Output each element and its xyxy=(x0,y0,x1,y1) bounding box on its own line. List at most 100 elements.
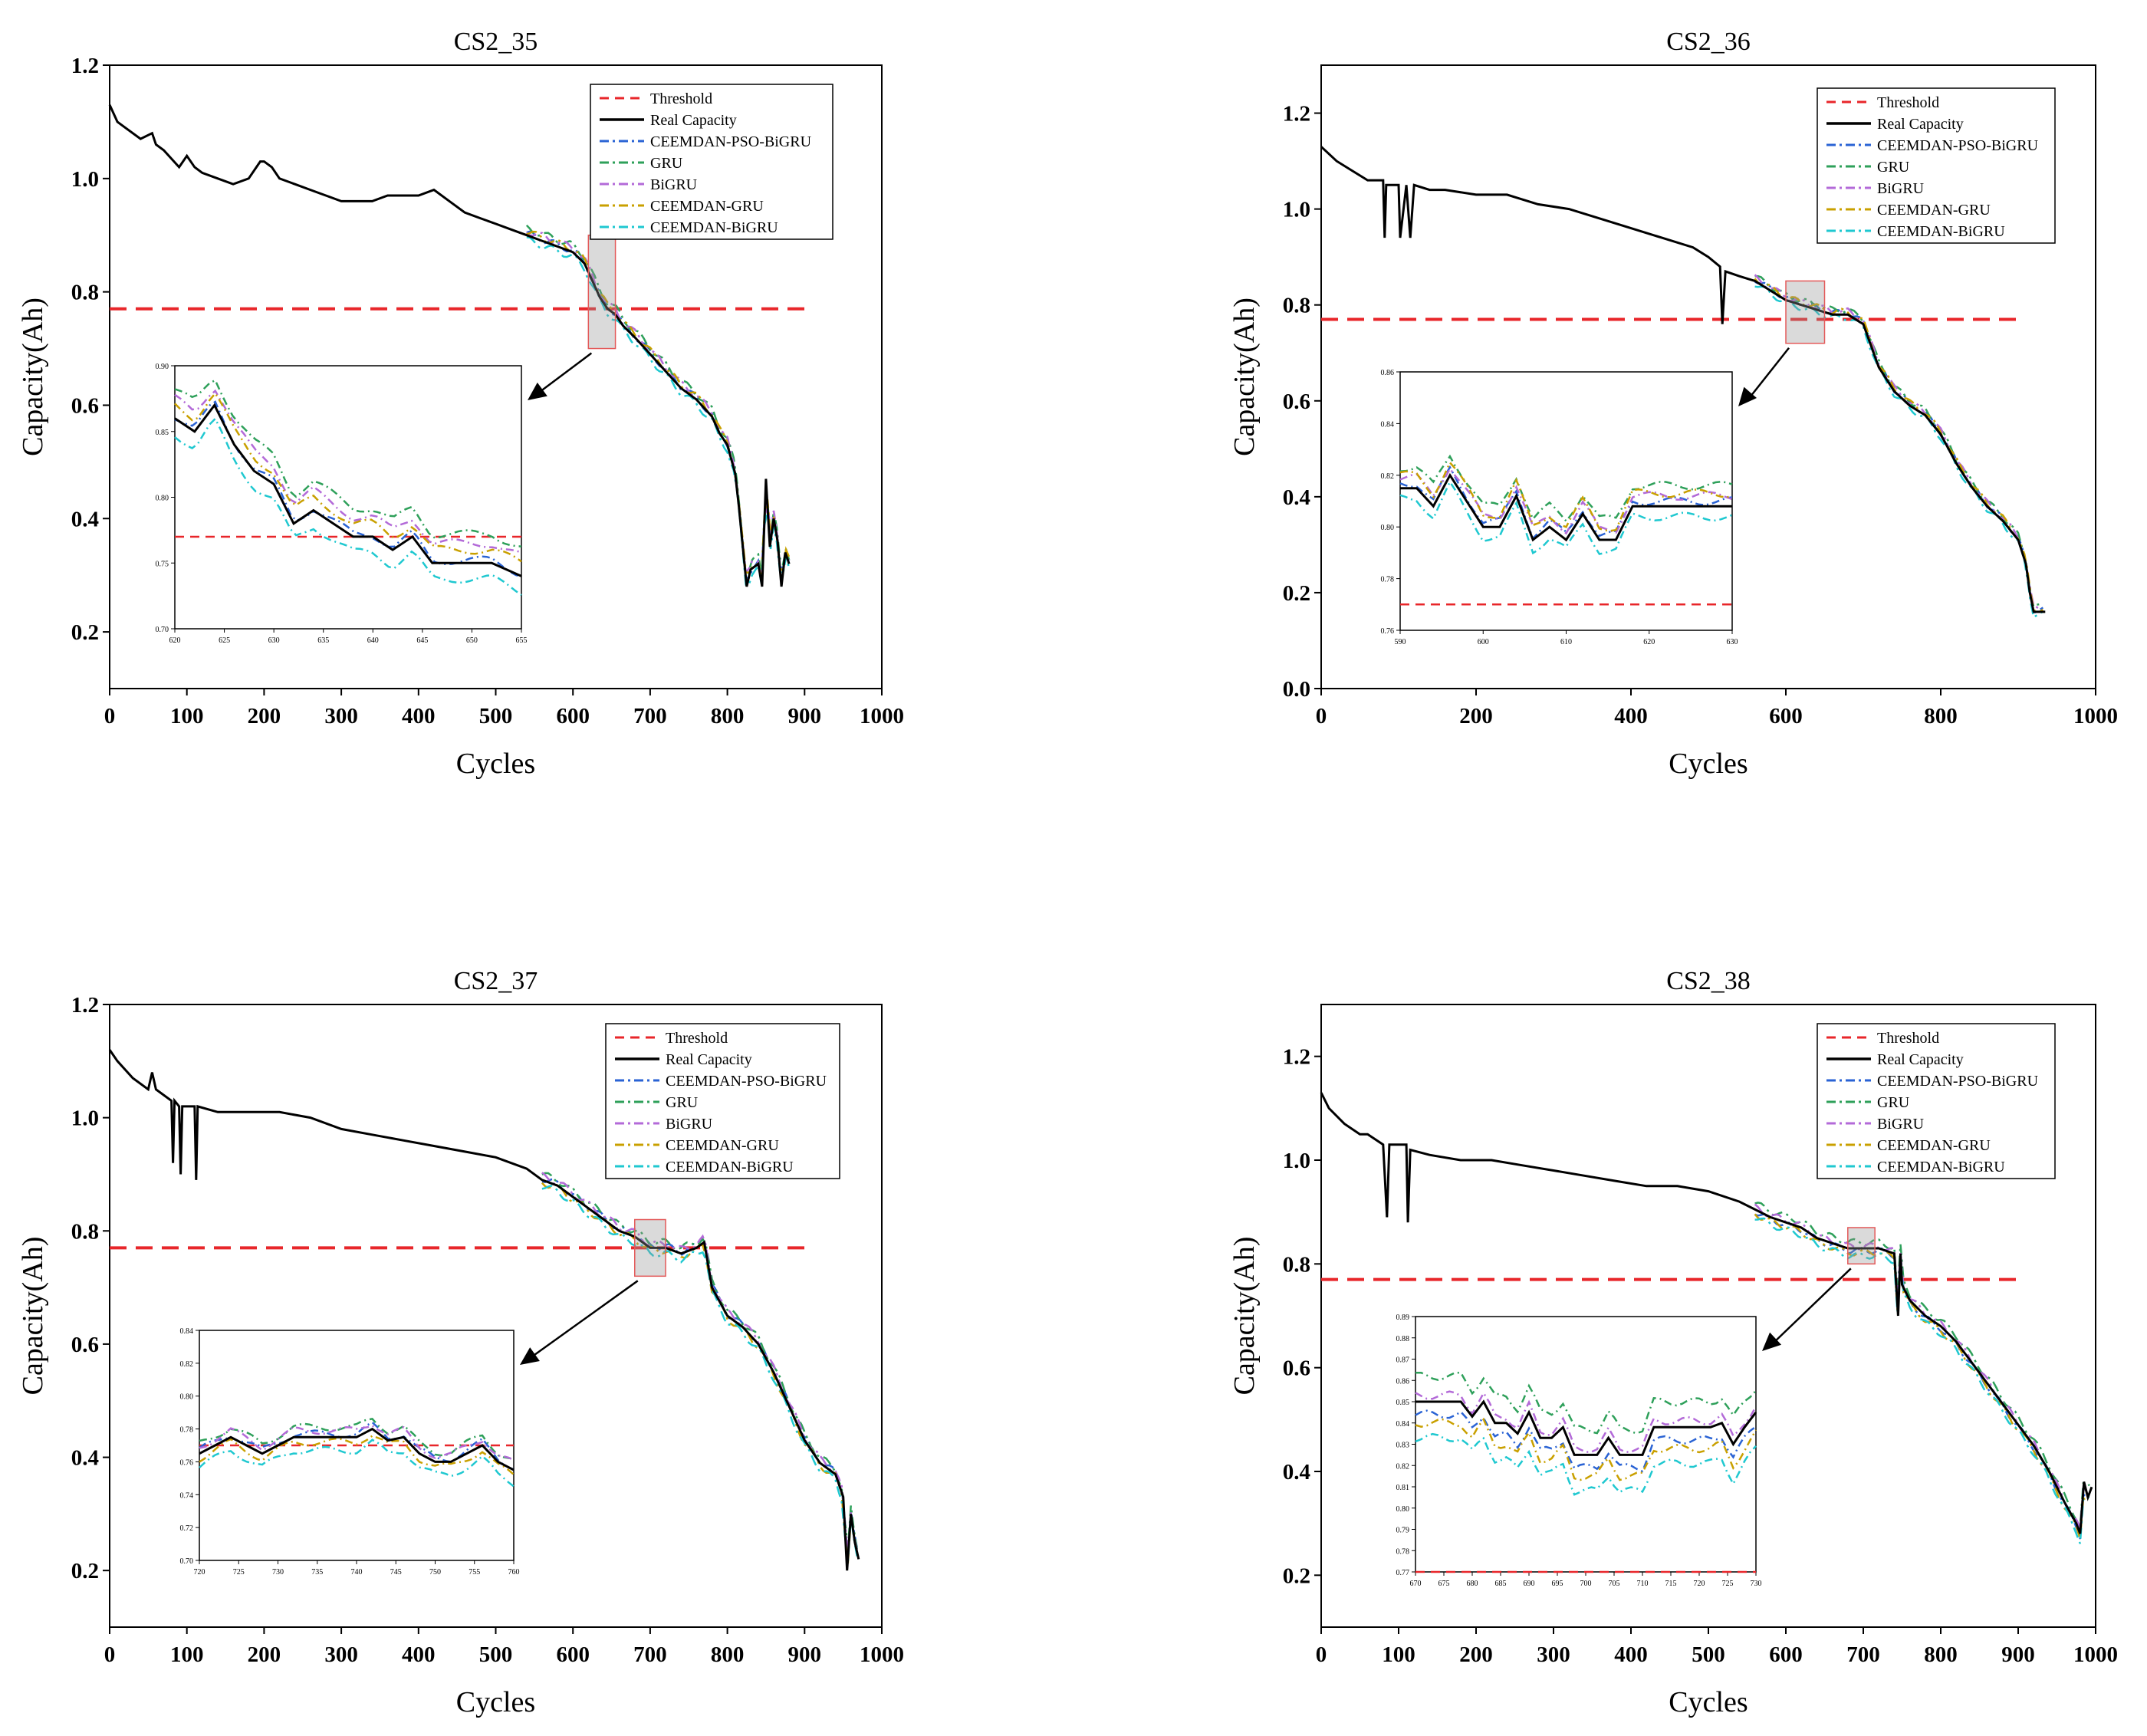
x-tick-label: 200 xyxy=(1459,1642,1493,1667)
inset-x-tick-label: 630 xyxy=(1727,638,1738,646)
x-tick-label: 900 xyxy=(788,1642,822,1667)
legend-label-ceemdan-bigru: CEEMDAN-BiGRU xyxy=(1877,223,2005,240)
inset-y-tick-label: 0.76 xyxy=(180,1458,194,1467)
inset-x-tick-label: 670 xyxy=(1410,1580,1422,1588)
y-tick-label: 1.0 xyxy=(71,1106,99,1131)
y-tick-label: 0.8 xyxy=(1283,1252,1310,1277)
inset-y-tick-label: 0.82 xyxy=(1381,472,1395,481)
y-tick-label: 1.0 xyxy=(71,167,99,192)
x-tick-label: 500 xyxy=(479,704,513,728)
inset-y-tick-label: 0.80 xyxy=(1396,1505,1410,1514)
x-tick-label: 0 xyxy=(104,1642,116,1667)
legend-label-ceemdan-gru: CEEMDAN-GRU xyxy=(666,1137,779,1154)
x-tick-label: 200 xyxy=(1459,704,1493,728)
inset-x-tick-label: 735 xyxy=(311,1568,323,1577)
zoom-arrow-line xyxy=(1771,1267,1852,1346)
plot-frame xyxy=(1320,64,2096,689)
series-line-ceemdan-bigru xyxy=(526,236,791,587)
legend-label-ceemdan-bigru: CEEMDAN-BiGRU xyxy=(666,1159,794,1175)
legend-label-threshold: Threshold xyxy=(650,90,712,107)
series-line-real-capacity xyxy=(108,104,791,587)
x-tick-label: 900 xyxy=(2001,1642,2035,1667)
x-tick-label: 500 xyxy=(479,1642,513,1667)
legend-label-threshold: Threshold xyxy=(1877,1030,1939,1047)
inset-x-tick-label: 620 xyxy=(169,636,181,645)
series-line-gru xyxy=(1754,1202,2090,1531)
x-tick-label: 400 xyxy=(402,704,436,728)
inset-zoom-plot: 670 675 680 685 690 695 700 705 710 715 720 725 730 0… xyxy=(1396,1314,1762,1588)
zoom-window xyxy=(1847,1227,1876,1265)
x-tick-label: 700 xyxy=(633,1642,667,1667)
x-tick-label: 200 xyxy=(248,1642,281,1667)
x-tick-label: 600 xyxy=(556,1642,590,1667)
legend: Threshold Real Capacity CEEMDAN-PSO-BiGRU G… xyxy=(1817,87,2056,244)
zoom-arrow-line xyxy=(528,1280,639,1360)
x-tick-label: 600 xyxy=(1769,1642,1803,1667)
inset-x-tick-label: 760 xyxy=(508,1568,520,1577)
x-tick-label: 700 xyxy=(633,704,667,728)
legend-label-bigru: BiGRU xyxy=(1877,1116,1925,1133)
inset-x-tick-label: 690 xyxy=(1524,1580,1535,1588)
series-line-ceemdan-pso-bigru xyxy=(1754,1213,2089,1540)
inset-frame xyxy=(174,365,522,630)
chart-title: CS2_36 xyxy=(1666,28,1751,56)
legend-label-gru: GRU xyxy=(1877,159,1910,176)
inset-series-line-ceemdan-bigru xyxy=(1399,479,1733,555)
inset-y-tick-label: 0.70 xyxy=(156,626,169,634)
y-axis-label: Capacity(Ah) xyxy=(17,1237,49,1396)
inset-x-tick-label: 590 xyxy=(1395,638,1406,646)
legend-box xyxy=(605,1023,840,1179)
inset-y-tick-label: 0.74 xyxy=(180,1491,194,1500)
series-line-bigru xyxy=(1754,1203,2090,1530)
inset-x-tick-label: 720 xyxy=(1694,1580,1705,1588)
inset-y-tick-label: 0.79 xyxy=(1396,1527,1410,1535)
y-tick-label: 1.2 xyxy=(1283,1045,1310,1070)
legend-label-ceemdan-pso-bigru: CEEMDAN-PSO-BiGRU xyxy=(650,133,812,150)
inset-y-tick-label: 0.81 xyxy=(1396,1484,1410,1492)
inset-x-tick-label: 685 xyxy=(1495,1580,1507,1588)
inset-x-tick-label: 650 xyxy=(466,636,478,645)
x-tick-label: 1000 xyxy=(2073,1642,2118,1667)
x-tick-label: 300 xyxy=(324,1642,358,1667)
inset-y-tick-label: 0.72 xyxy=(180,1524,194,1533)
y-tick-label: 0.6 xyxy=(71,1333,99,1357)
inset-series-line-real-capacity xyxy=(1415,1399,1757,1456)
y-axis-label: Capacity(Ah) xyxy=(1228,1237,1261,1396)
legend-label-ceemdan-gru: CEEMDAN-GRU xyxy=(1877,202,1991,219)
inset-x-tick-label: 710 xyxy=(1637,1580,1649,1588)
inset-y-tick-label: 0.83 xyxy=(1396,1442,1410,1450)
legend-label-ceemdan-bigru: CEEMDAN-BiGRU xyxy=(650,219,778,236)
x-tick-label: 300 xyxy=(324,704,358,728)
series-line-real-capacity xyxy=(108,1049,860,1571)
inset-y-tick-label: 0.80 xyxy=(156,495,169,503)
inset-y-tick-label: 0.86 xyxy=(1396,1377,1410,1386)
x-tick-label: 400 xyxy=(1614,704,1648,728)
inset-series-line-bigru xyxy=(199,1424,515,1461)
y-tick-label: 0.4 xyxy=(71,507,99,531)
inset-series-line-gru xyxy=(174,379,522,547)
series-line-bigru xyxy=(1754,274,2043,613)
legend-label-ceemdan-pso-bigru: CEEMDAN-PSO-BiGRU xyxy=(1877,137,2039,154)
inset-series-line-ceemdan-bigru xyxy=(199,1438,515,1488)
x-tick-label: 400 xyxy=(1614,1642,1648,1667)
x-axis-label: Cycles xyxy=(456,748,535,780)
inset-x-tick-label: 630 xyxy=(268,636,280,645)
legend-label-ceemdan-bigru: CEEMDAN-BiGRU xyxy=(1877,1159,2005,1175)
inset-x-tick-label: 655 xyxy=(516,636,528,645)
inset-series-line-ceemdan-pso-bigru xyxy=(1399,465,1733,541)
inset-frame xyxy=(1399,371,1733,631)
inset-zoom-plot: 720 725 730 735 740 745 750 755 760 0.70 0.72 0.74 0… xyxy=(180,1327,520,1577)
inset-y-tick-label: 0.78 xyxy=(1381,576,1395,584)
inset-y-tick-label: 0.77 xyxy=(1396,1569,1410,1577)
x-axis-label: Cycles xyxy=(1669,1686,1748,1718)
x-tick-label: 800 xyxy=(1924,1642,1958,1667)
inset-y-tick-label: 0.84 xyxy=(1381,420,1395,429)
chart-title: CS2_37 xyxy=(454,967,538,995)
x-axis-label: Cycles xyxy=(1669,748,1748,780)
y-tick-label: 0.8 xyxy=(1283,294,1310,318)
y-tick-label: 1.2 xyxy=(71,993,99,1018)
inset-y-tick-label: 0.82 xyxy=(180,1360,194,1369)
inset-series-line-bigru xyxy=(174,389,522,554)
inset-x-tick-label: 645 xyxy=(416,636,428,645)
